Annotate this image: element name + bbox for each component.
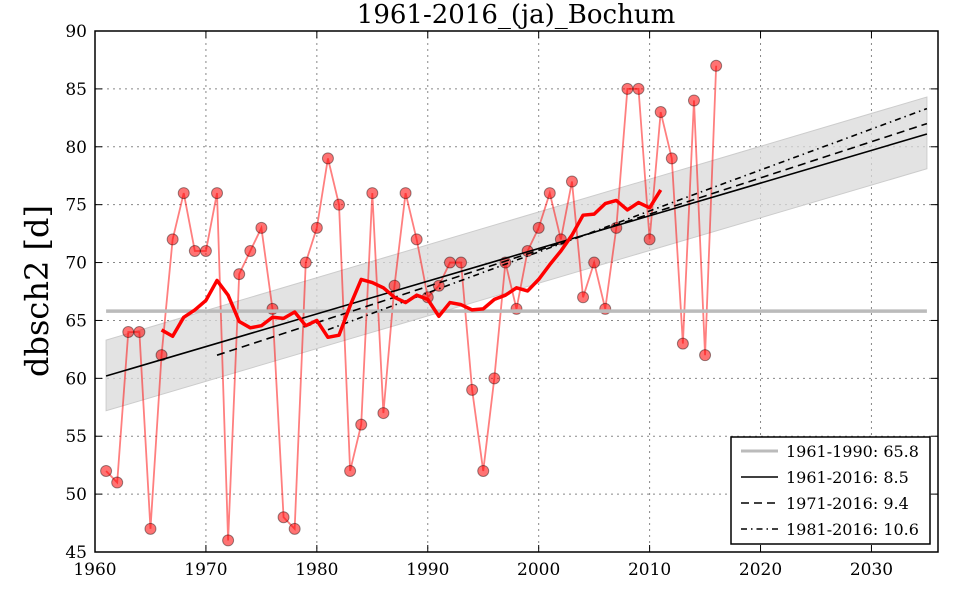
y-tick-label: 85 <box>65 80 87 100</box>
data-point <box>643 233 656 246</box>
trend-lines <box>105 107 928 377</box>
chart-title: 1961-2016_(ja)_Bochum <box>357 0 675 30</box>
data-point <box>443 256 456 269</box>
data-point <box>466 383 479 396</box>
data-point <box>321 152 334 165</box>
data-point <box>377 407 390 420</box>
y-tick-label: 65 <box>65 311 87 331</box>
legend-label-mean: 1961-1990: 65.8 <box>786 442 919 461</box>
data-point <box>532 221 545 234</box>
data-point <box>355 418 368 431</box>
data-point <box>188 244 201 257</box>
data-point <box>477 464 490 477</box>
data-point <box>177 187 190 200</box>
x-tick-label: 2000 <box>517 560 560 580</box>
data-point <box>455 256 468 269</box>
x-tick-label: 1970 <box>184 560 227 580</box>
legend-label-trend-1981: 1981-2016: 10.6 <box>786 520 919 539</box>
data-point <box>654 106 667 119</box>
legend: 1961-1990: 65.8 1961-2016: 8.5 1971-2016… <box>730 436 931 545</box>
data-point <box>277 511 290 524</box>
data-point <box>211 187 224 200</box>
data-point <box>199 244 212 257</box>
data-point <box>233 268 246 281</box>
legend-box <box>730 436 931 545</box>
y-tick-label: 45 <box>65 543 87 563</box>
data-point <box>244 244 257 257</box>
axis-ticks: 1960 1970 1980 1990 2000 2010 2020 2030 45 50 55 60… <box>65 22 938 580</box>
moving-average-line <box>160 189 663 340</box>
confidence-band <box>105 96 928 412</box>
data-point <box>366 187 379 200</box>
data-point <box>344 464 357 477</box>
data-point <box>399 187 412 200</box>
y-tick-label: 75 <box>65 196 87 216</box>
data-point <box>122 326 135 339</box>
y-tick-label: 80 <box>65 138 87 158</box>
x-tick-label: 1980 <box>295 560 338 580</box>
data-point <box>100 464 113 477</box>
data-point <box>333 198 346 211</box>
y-tick-label: 90 <box>65 22 87 42</box>
x-tick-label: 2030 <box>850 560 893 580</box>
x-tick-label: 1990 <box>406 560 449 580</box>
data-point <box>577 291 590 304</box>
data-point <box>288 522 301 535</box>
data-point <box>565 175 578 188</box>
data-point <box>621 82 634 95</box>
confidence-band-area <box>105 96 928 412</box>
data-point <box>687 94 700 107</box>
data-point <box>299 256 312 269</box>
data-point <box>665 152 678 165</box>
data-point <box>133 326 146 339</box>
data-point <box>699 349 712 362</box>
annual-values-line <box>105 65 718 541</box>
data-point <box>676 337 689 350</box>
y-tick-label: 70 <box>65 254 87 274</box>
data-point <box>310 221 323 234</box>
y-tick-label: 50 <box>65 485 87 505</box>
data-point <box>632 82 645 95</box>
y-axis-label: dbsch2 [d] <box>18 205 56 377</box>
legend-label-trend-1971: 1971-2016: 9.4 <box>786 494 909 513</box>
data-point <box>166 233 179 246</box>
x-tick-label: 2010 <box>628 560 671 580</box>
data-point <box>222 534 235 547</box>
data-point <box>255 221 268 234</box>
trend-line-1961 <box>105 133 928 377</box>
trend-line-1971 <box>216 122 928 356</box>
x-tick-label: 2020 <box>739 560 782 580</box>
data-point <box>588 256 601 269</box>
data-point <box>488 372 501 385</box>
data-point <box>432 279 445 292</box>
data-point <box>410 233 423 246</box>
trend-line-1981 <box>327 107 928 331</box>
data-point <box>155 349 168 362</box>
legend-label-trend-1961: 1961-2016: 8.5 <box>786 468 909 487</box>
y-tick-label: 60 <box>65 369 87 389</box>
x-tick-label: 1960 <box>73 560 116 580</box>
data-point <box>710 59 723 72</box>
data-point <box>144 522 157 535</box>
data-point <box>543 187 556 200</box>
data-point <box>111 476 124 489</box>
plot-frame <box>94 30 939 553</box>
y-tick-label: 55 <box>65 427 87 447</box>
